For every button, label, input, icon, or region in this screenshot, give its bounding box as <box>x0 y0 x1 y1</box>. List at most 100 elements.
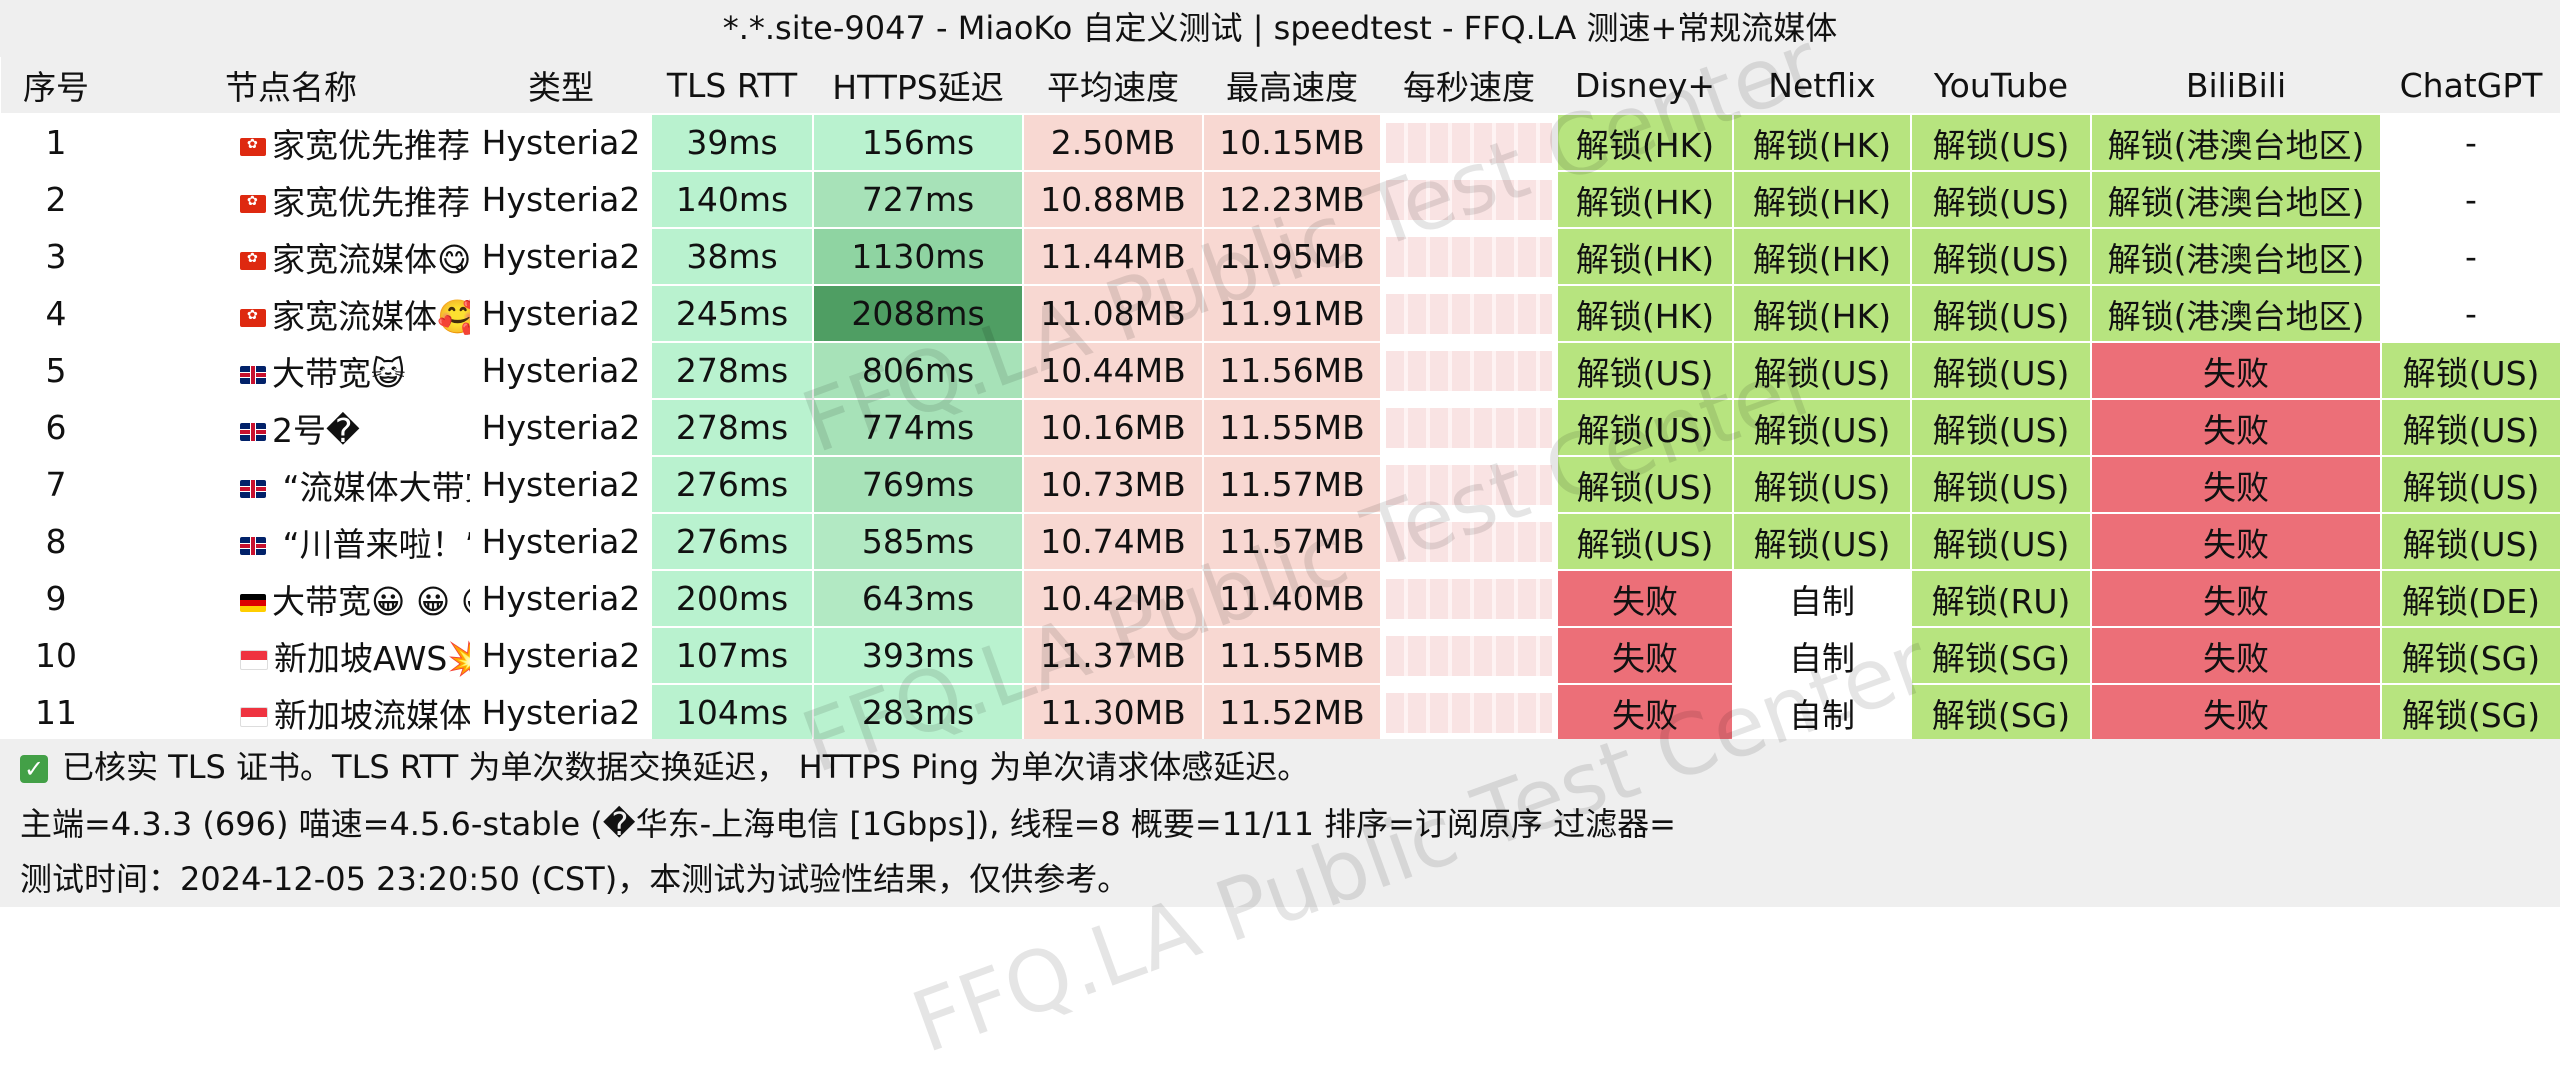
cell-youtube: 解锁(US) <box>1910 398 2092 457</box>
table-row: 9 大带宽😀 😀 😀Hysteria2200ms643ms10.42MB11.40… <box>0 569 2560 628</box>
cell-index: 6 <box>0 398 112 457</box>
cell-tls-rtt: 245ms <box>650 284 814 343</box>
cell-type: Hysteria2 <box>470 569 652 628</box>
cell-tls-rtt: 200ms <box>650 569 814 628</box>
cell-https-latency: 806ms <box>812 341 1024 400</box>
cell-per-second-speed <box>1380 626 1558 685</box>
table-row: 6 2号� Hysteria2 278ms 774ms 10.16MB 11.55MB 解锁(… <box>0 398 2560 457</box>
cell-node-name: 新加坡AWS💥 <box>110 626 472 685</box>
cell-netflix: 解锁(HK) <box>1732 113 1912 172</box>
cell-avg-speed: 11.08MB <box>1022 284 1204 343</box>
cell-youtube: 解锁(US) <box>1910 512 2092 571</box>
cell-index: 1 <box>0 113 112 172</box>
col-header-youtube[interactable]: YouTube <box>1911 57 2091 114</box>
cell-bilibili: 解锁(港澳台地区) <box>2090 113 2382 172</box>
flag-hk-icon <box>240 137 266 156</box>
cell-youtube: 解锁(SG) <box>1910 626 2092 685</box>
cell-per-second-speed <box>1380 341 1558 400</box>
cell-type: Hysteria2 <box>470 284 652 343</box>
cell-youtube: 解锁(RU) <box>1910 569 2092 628</box>
cell-https-latency: 393ms <box>812 626 1024 685</box>
flag-gb-icon <box>240 423 266 441</box>
flag-hk-icon <box>240 308 266 327</box>
col-header-netflix[interactable]: Netflix <box>1733 57 1911 114</box>
cell-type: Hysteria2 <box>470 626 652 685</box>
cell-max-speed: 11.40MB <box>1202 569 1382 628</box>
col-header-max-speed[interactable]: 最高速度 <box>1203 57 1381 114</box>
table-row: 11 新加坡流媒体💗Hysteria2104ms283ms11.30MB11.52… <box>0 683 2560 742</box>
node-name-label: 大带宽😺 <box>272 353 406 393</box>
flag-de-icon <box>240 594 266 612</box>
cell-avg-speed: 11.37MB <box>1022 626 1204 685</box>
cell-per-second-speed <box>1380 170 1558 229</box>
cell-per-second-speed <box>1380 569 1558 628</box>
col-header-chatgpt[interactable]: ChatGPT <box>2381 57 2560 114</box>
cell-disney: 解锁(HK) <box>1556 284 1734 343</box>
cell-https-latency: 2088ms <box>812 284 1024 343</box>
cell-chatgpt: 解锁(US) <box>2380 398 2560 457</box>
cell-per-second-speed <box>1380 113 1558 172</box>
speed-sparkline <box>1386 122 1552 163</box>
col-header-node-name[interactable]: 节点名称 <box>111 57 471 114</box>
node-name-label: “流媒体大带宽”� <box>282 467 469 507</box>
cell-node-name: 2号� <box>110 398 472 457</box>
table-row: 4 家宽流媒体🥰Hysteria2245ms2088ms11.08MB11.91M… <box>0 284 2560 343</box>
cell-avg-speed: 10.16MB <box>1022 398 1204 457</box>
cell-per-second-speed <box>1380 683 1558 742</box>
cell-index: 2 <box>0 170 112 229</box>
cell-netflix: 解锁(US) <box>1732 512 1912 571</box>
cell-tls-rtt: 140ms <box>650 170 814 229</box>
col-header-tls-rtt[interactable]: TLS RTT <box>651 57 813 114</box>
cell-netflix: 解锁(HK) <box>1732 227 1912 286</box>
cell-tls-rtt: 104ms <box>650 683 814 742</box>
cell-chatgpt: - <box>2380 170 2560 229</box>
flag-sg-icon <box>240 707 268 727</box>
cell-type: Hysteria2 <box>470 170 652 229</box>
col-header-index[interactable]: 序号 <box>1 57 111 114</box>
cell-tls-rtt: 278ms <box>650 341 814 400</box>
col-header-disney[interactable]: Disney+ <box>1557 57 1733 114</box>
flag-gb-icon <box>240 537 266 555</box>
col-header-https-latency[interactable]: HTTPS延迟 <box>813 57 1023 114</box>
cell-type: Hysteria2 <box>470 113 652 172</box>
cell-chatgpt: - <box>2380 284 2560 343</box>
cell-youtube: 解锁(US) <box>1910 170 2092 229</box>
cell-max-speed: 11.57MB <box>1202 512 1382 571</box>
cell-node-name: 大带宽😺 <box>110 341 472 400</box>
cell-node-name: “流媒体大带宽”� <box>110 455 472 514</box>
node-name-label: 新加坡流媒体💗 <box>274 695 471 735</box>
cell-tls-rtt: 107ms <box>650 626 814 685</box>
cell-max-speed: 11.55MB <box>1202 626 1382 685</box>
cell-index: 8 <box>0 512 112 571</box>
col-header-per-second-speed[interactable]: 每秒速度 <box>1381 57 1557 114</box>
cell-disney: 解锁(US) <box>1556 512 1734 571</box>
cell-disney: 失败 <box>1556 569 1734 628</box>
cell-node-name: 家宽流媒体🥰 <box>110 284 472 343</box>
node-name-label: 新加坡AWS💥 <box>274 638 471 678</box>
cell-max-speed: 11.55MB <box>1202 398 1382 457</box>
col-header-avg-speed[interactable]: 平均速度 <box>1023 57 1203 114</box>
cell-netflix: 自制 <box>1732 626 1912 685</box>
cell-bilibili: 解锁(港澳台地区) <box>2090 284 2382 343</box>
col-header-bilibili[interactable]: BiliBili <box>2091 57 2381 114</box>
cell-chatgpt: - <box>2380 227 2560 286</box>
table-row: 8 “川普来啦！” 😑Hysteria2276ms585ms10.74MB11.… <box>0 512 2560 571</box>
cell-max-speed: 11.52MB <box>1202 683 1382 742</box>
col-header-type[interactable]: 类型 <box>471 57 651 114</box>
results-table: 序号 节点名称 类型 TLS RTT HTTPS延迟 平均速度 最高速度 每秒速… <box>0 57 2560 742</box>
cell-type: Hysteria2 <box>470 512 652 571</box>
table-row: 3 家宽流媒体😋Hysteria238ms1130ms11.44MB11.95MB… <box>0 227 2560 286</box>
cell-chatgpt: 解锁(US) <box>2380 512 2560 571</box>
cell-chatgpt: 解锁(SG) <box>2380 626 2560 685</box>
cell-avg-speed: 11.44MB <box>1022 227 1204 286</box>
cell-tls-rtt: 276ms <box>650 455 814 514</box>
table-body: 1家宽优先推荐😎Hysteria239ms156ms2.50MB10.15MB解… <box>0 113 2560 742</box>
flag-hk-icon <box>240 251 266 270</box>
speed-sparkline <box>1386 692 1552 733</box>
cell-bilibili: 失败 <box>2090 569 2382 628</box>
cell-per-second-speed <box>1380 284 1558 343</box>
cell-disney: 解锁(US) <box>1556 398 1734 457</box>
cell-bilibili: 失败 <box>2090 626 2382 685</box>
cell-netflix: 解锁(US) <box>1732 341 1912 400</box>
